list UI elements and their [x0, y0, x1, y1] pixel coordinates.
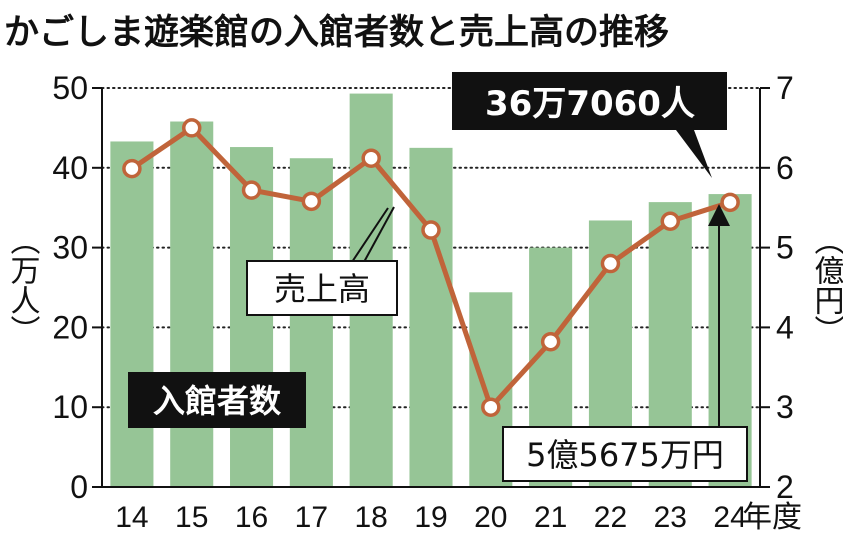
- bar: [289, 158, 333, 487]
- bar-series-legend-label: 入館者数: [153, 382, 282, 420]
- right-tick-label: 7: [776, 70, 794, 106]
- x-tick-label: 22: [594, 501, 627, 534]
- right-tick-labels: 2 3 4 5 6 7: [760, 70, 794, 505]
- line-point: [540, 332, 561, 352]
- left-tick-label: 10: [52, 389, 88, 425]
- line-point: [600, 253, 621, 274]
- x-tick-label: 20: [474, 501, 507, 534]
- right-tick-label: 2: [776, 469, 794, 505]
- visitors-2024-label: 36万7060人: [485, 84, 695, 124]
- sales-2024-callout: 5億5675万円: [502, 204, 748, 482]
- right-axis-label: （億円）: [809, 225, 843, 345]
- visitors-2024-callout: 36万7060人: [452, 72, 727, 178]
- bar-series: [110, 93, 752, 488]
- x-tick-label: 23: [654, 501, 687, 534]
- x-tick-label: 21: [534, 501, 567, 534]
- bar: [409, 147, 453, 487]
- bar-series-legend: 入館者数: [128, 372, 306, 428]
- right-tick-label: 4: [776, 309, 794, 345]
- right-tick-label: 6: [776, 150, 794, 186]
- left-tick-label: 30: [52, 230, 88, 266]
- x-tick-label: 14: [115, 501, 148, 534]
- line-series-callout-label: 売上高: [274, 270, 370, 308]
- line-point: [720, 192, 740, 213]
- line-series: [122, 118, 740, 417]
- left-tick-label: 0: [70, 469, 88, 505]
- x-tick-label: 17: [295, 501, 328, 534]
- x-tick-labels: 14 15 16 17 18 19 20 21 22 23 24: [115, 501, 747, 534]
- line-point: [660, 211, 681, 232]
- bar: [230, 147, 274, 487]
- line-point: [122, 158, 142, 179]
- left-axis-label: （万人）: [5, 225, 41, 345]
- left-tick-label: 20: [52, 309, 88, 345]
- line-point: [241, 180, 262, 200]
- x-tick-label: 24: [713, 501, 746, 534]
- line-point: [481, 397, 501, 417]
- x-tick-label: 15: [175, 501, 208, 534]
- bar: [170, 121, 214, 488]
- bar: [110, 141, 154, 487]
- left-tick-label: 50: [52, 70, 88, 106]
- sales-2024-label: 5億5675万円: [526, 436, 724, 474]
- line-point: [181, 118, 202, 138]
- line-point: [421, 220, 441, 240]
- x-axis-unit: 年度: [742, 500, 802, 534]
- right-tick-label: 5: [776, 230, 794, 266]
- line-series-callout: 売上高: [246, 206, 398, 316]
- line-point: [361, 148, 381, 168]
- left-tick-labels: 0 10 20 30 40 50: [52, 70, 102, 505]
- x-tick-label: 16: [235, 501, 268, 534]
- x-tick-label: 18: [354, 501, 387, 534]
- left-tick-label: 40: [52, 150, 88, 186]
- line-point: [301, 191, 322, 212]
- chart-title: かごしま遊楽館の入館者数と売上高の推移: [4, 12, 669, 53]
- right-tick-label: 3: [776, 389, 794, 425]
- x-tick-label: 19: [414, 501, 447, 534]
